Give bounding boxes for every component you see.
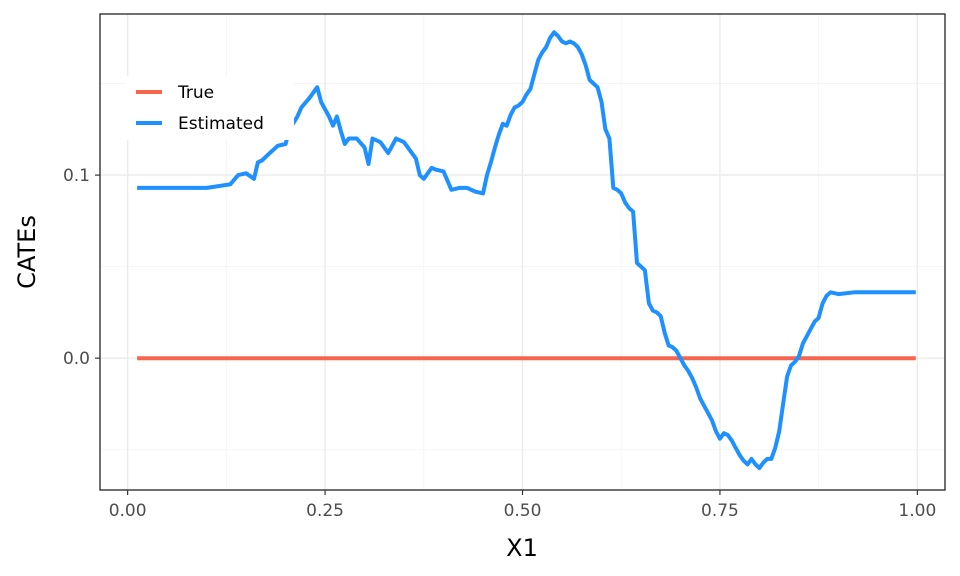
x-tick-label: 0.00	[109, 501, 147, 521]
x-tick-label: 0.75	[701, 501, 739, 521]
y-axis-title: CATEs	[13, 215, 41, 289]
legend-label-estimated: Estimated	[178, 114, 264, 134]
legend-label-true: True	[177, 83, 214, 103]
x-axis: 0.00 0.25 0.50 0.75 1.00	[109, 490, 936, 521]
legend: True Estimated	[126, 76, 294, 140]
y-tick-label: 0.0	[63, 349, 90, 369]
x-tick-label: 0.25	[306, 501, 344, 521]
legend-background	[126, 76, 294, 140]
x-tick-label: 0.50	[504, 501, 542, 521]
y-axis: 0.0 0.1	[63, 166, 100, 369]
series-layer	[137, 30, 916, 470]
x-tick-label: 1.00	[898, 501, 936, 521]
y-tick-label: 0.1	[63, 166, 90, 186]
x-axis-title: X1	[506, 534, 538, 562]
series-line-estimated	[137, 30, 916, 470]
